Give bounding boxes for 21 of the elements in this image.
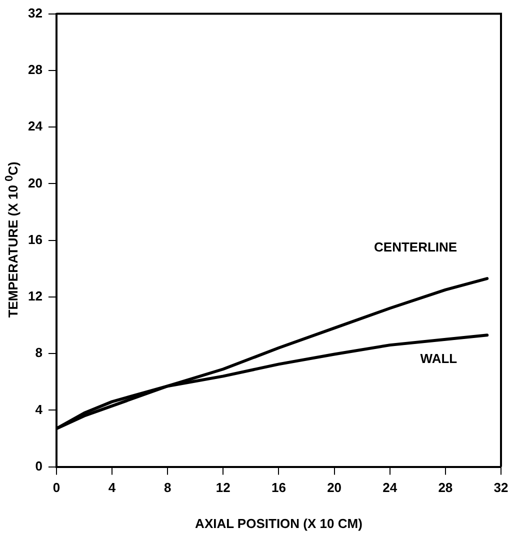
y-tick-label: 28 xyxy=(28,62,42,78)
y-tick-label: 12 xyxy=(28,288,42,304)
y-tick-label: 4 xyxy=(35,402,44,417)
x-axis-title: AXIAL POSITION (X 10 CM) xyxy=(195,516,362,531)
y-tick-label: 20 xyxy=(28,175,42,190)
text: CENTERLINE xyxy=(374,240,458,255)
x-tick-label: 24 xyxy=(382,480,398,496)
x-tick-label: 4 xyxy=(108,480,116,496)
y-tick-label: 16 xyxy=(28,232,42,247)
x-tick-label: 16 xyxy=(271,480,286,496)
y-tick-label: 24 xyxy=(28,118,44,134)
x-tick-label: 0 xyxy=(52,480,60,496)
y-tick-label: 0 xyxy=(35,458,42,474)
y-tick-label: 32 xyxy=(28,5,42,20)
series-label: WALL xyxy=(420,351,458,366)
x-tick-label: 8 xyxy=(164,480,172,496)
x-tick-label: 28 xyxy=(438,480,453,496)
x-tick-label: 20 xyxy=(327,480,342,496)
y-tick-label: 8 xyxy=(35,345,42,360)
x-tick-label: 32 xyxy=(494,480,508,496)
x-tick-label: 12 xyxy=(216,480,230,496)
